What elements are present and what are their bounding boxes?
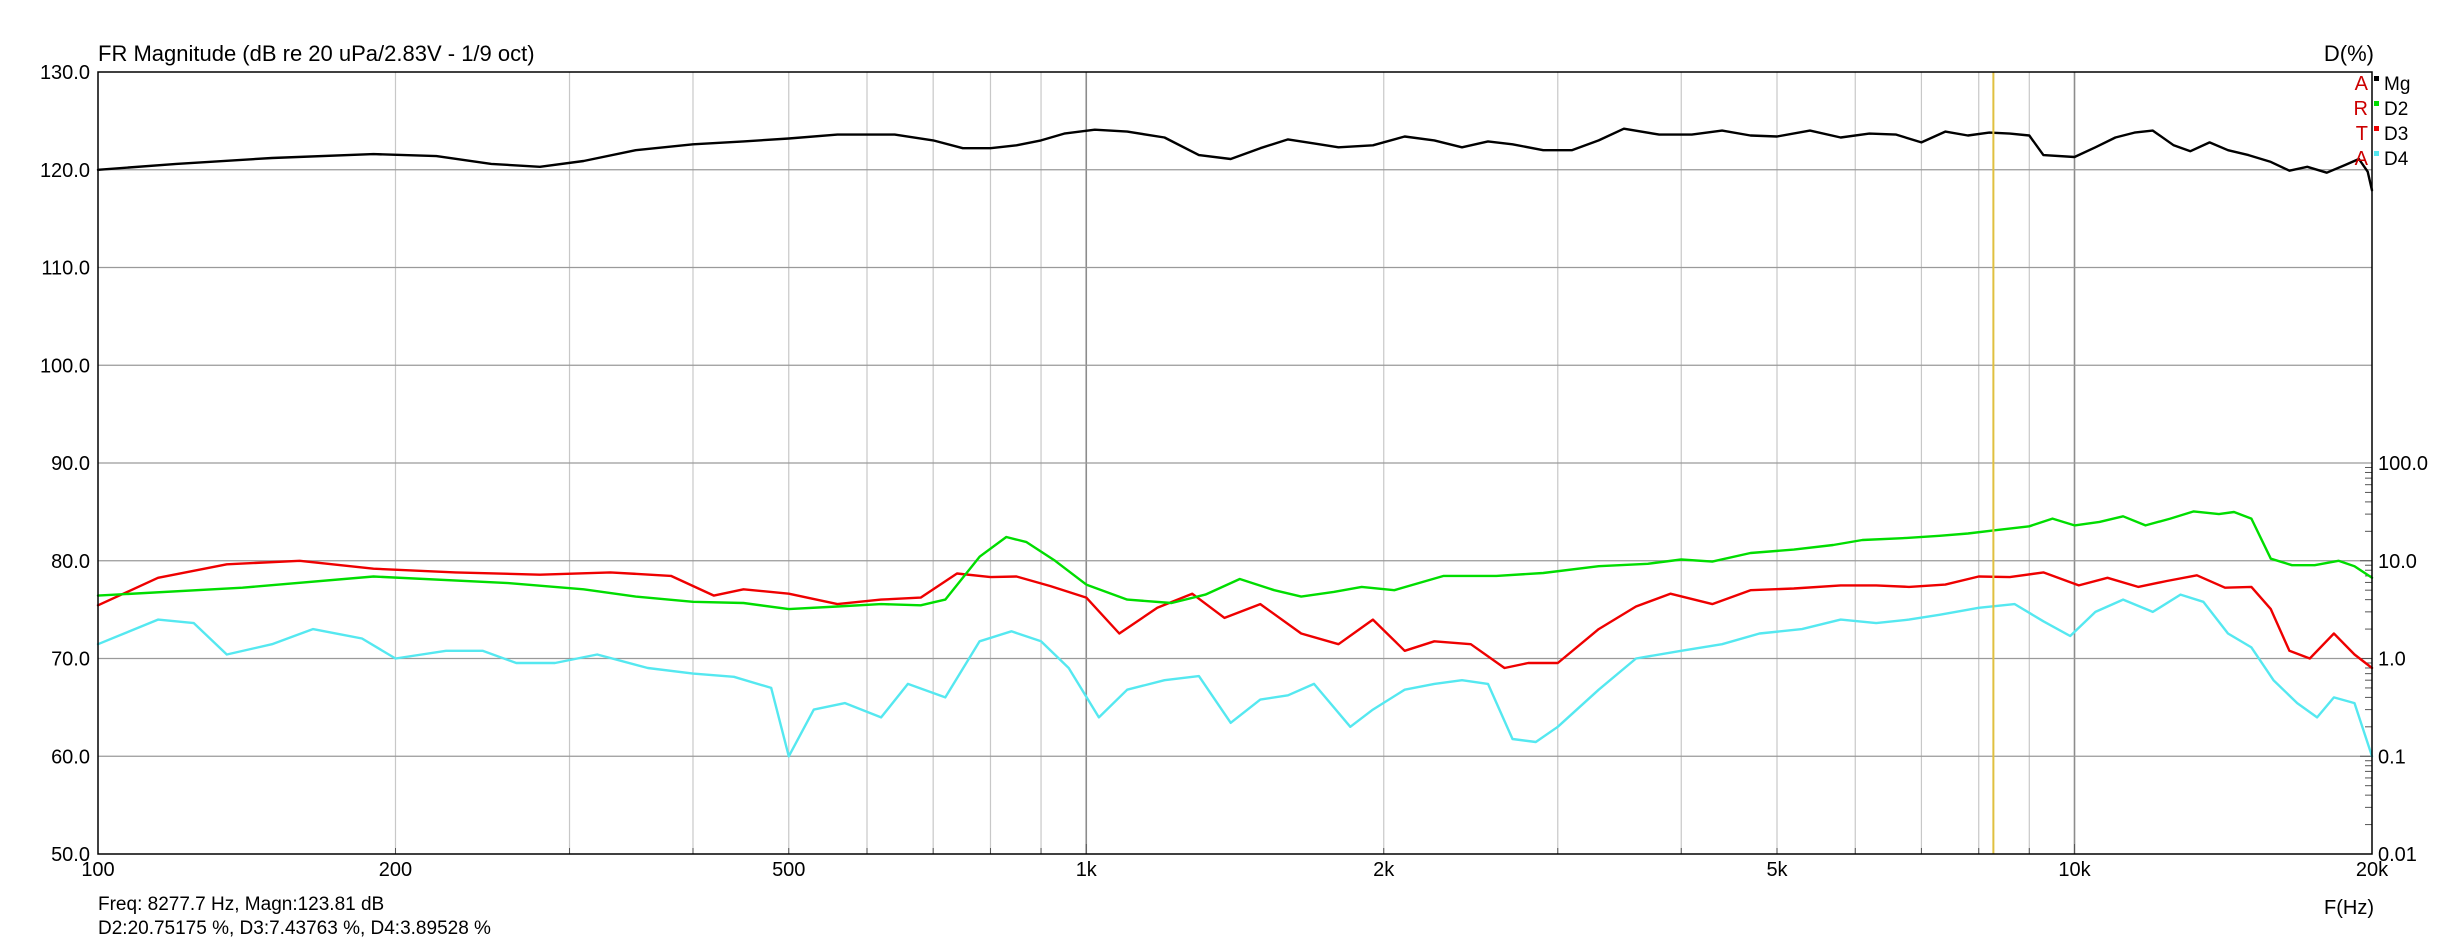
y-tick-label-left: 80.0: [51, 551, 90, 573]
cursor-readout-distortion: D2:20.75175 %, D3:7.43763 %, D4:3.89528 …: [98, 918, 491, 939]
x-tick-label: 100: [81, 859, 114, 881]
y-tick-label-left: 100.0: [40, 355, 90, 377]
series-curves: [96, 127, 2374, 758]
y-tick-label-left: 60.0: [51, 746, 90, 768]
right-axis-title: D(%): [2324, 41, 2374, 66]
legend-swatch-mg: [2374, 76, 2379, 81]
series-line-d2: [96, 510, 2374, 611]
x-tick-label: 5k: [1766, 859, 1788, 881]
y-tick-label-right: 0.1: [2378, 746, 2406, 768]
y-tick-label-left: 70.0: [51, 649, 90, 671]
y-tick-label-left: 50.0: [51, 844, 90, 866]
series-line-d3: [96, 559, 2374, 670]
y-tick-label-right: 0.01: [2378, 844, 2417, 866]
x-tick-label: 200: [379, 859, 412, 881]
series-line-d4: [96, 593, 2374, 758]
y-tick-label-right: 100.0: [2378, 453, 2428, 475]
x-tick-label: 20k: [2356, 859, 2389, 881]
x-axis-label: F(Hz): [2324, 897, 2374, 919]
axis-tick-labels: 50.0 60.0 70.0 80.0 90.0 100.0 110.0 120.0 130.0…: [40, 62, 2428, 881]
cursor-readout-frequency: Freq: 8277.7 Hz, Magn:123.81 dB: [98, 894, 385, 915]
x-tick-label: 10k: [2058, 859, 2091, 881]
y-tick-label-right: 10.0: [2378, 551, 2417, 573]
legend-label-mg: Mg: [2384, 74, 2410, 95]
y-tick-label-left: 130.0: [40, 62, 90, 84]
legend-swatch-d2: [2374, 101, 2379, 106]
x-tick-label: 2k: [1373, 859, 1395, 881]
y-tick-label-left: 110.0: [41, 258, 90, 280]
grid-lines: [97, 72, 2373, 855]
legend-swatch-d3: [2374, 126, 2379, 131]
artа-letter: R: [2354, 98, 2368, 120]
x-tick-label: 1k: [1076, 859, 1098, 881]
legend-swatch-d4: [2374, 151, 2379, 156]
legend-label-d2: D2: [2384, 99, 2408, 120]
x-tick-label: 500: [772, 859, 805, 881]
y-tick-label-left: 120.0: [40, 160, 90, 182]
legend: A Mg R D2 T D3 A D4: [2354, 73, 2411, 170]
plot-frame: [97, 71, 2373, 855]
y-tick-label-left: 90.0: [51, 453, 90, 475]
y-tick-label-right: 1.0: [2378, 649, 2406, 671]
chart-title: FR Magnitude (dB re 20 uPa/2.83V - 1/9 o…: [98, 41, 535, 66]
legend-label-d3: D3: [2384, 124, 2408, 145]
series-line-mg: [96, 127, 2374, 192]
legend-label-d4: D4: [2384, 149, 2409, 170]
artа-letter: T: [2356, 123, 2368, 145]
artа-letter: A: [2355, 148, 2369, 170]
artа-letter: A: [2355, 73, 2369, 95]
